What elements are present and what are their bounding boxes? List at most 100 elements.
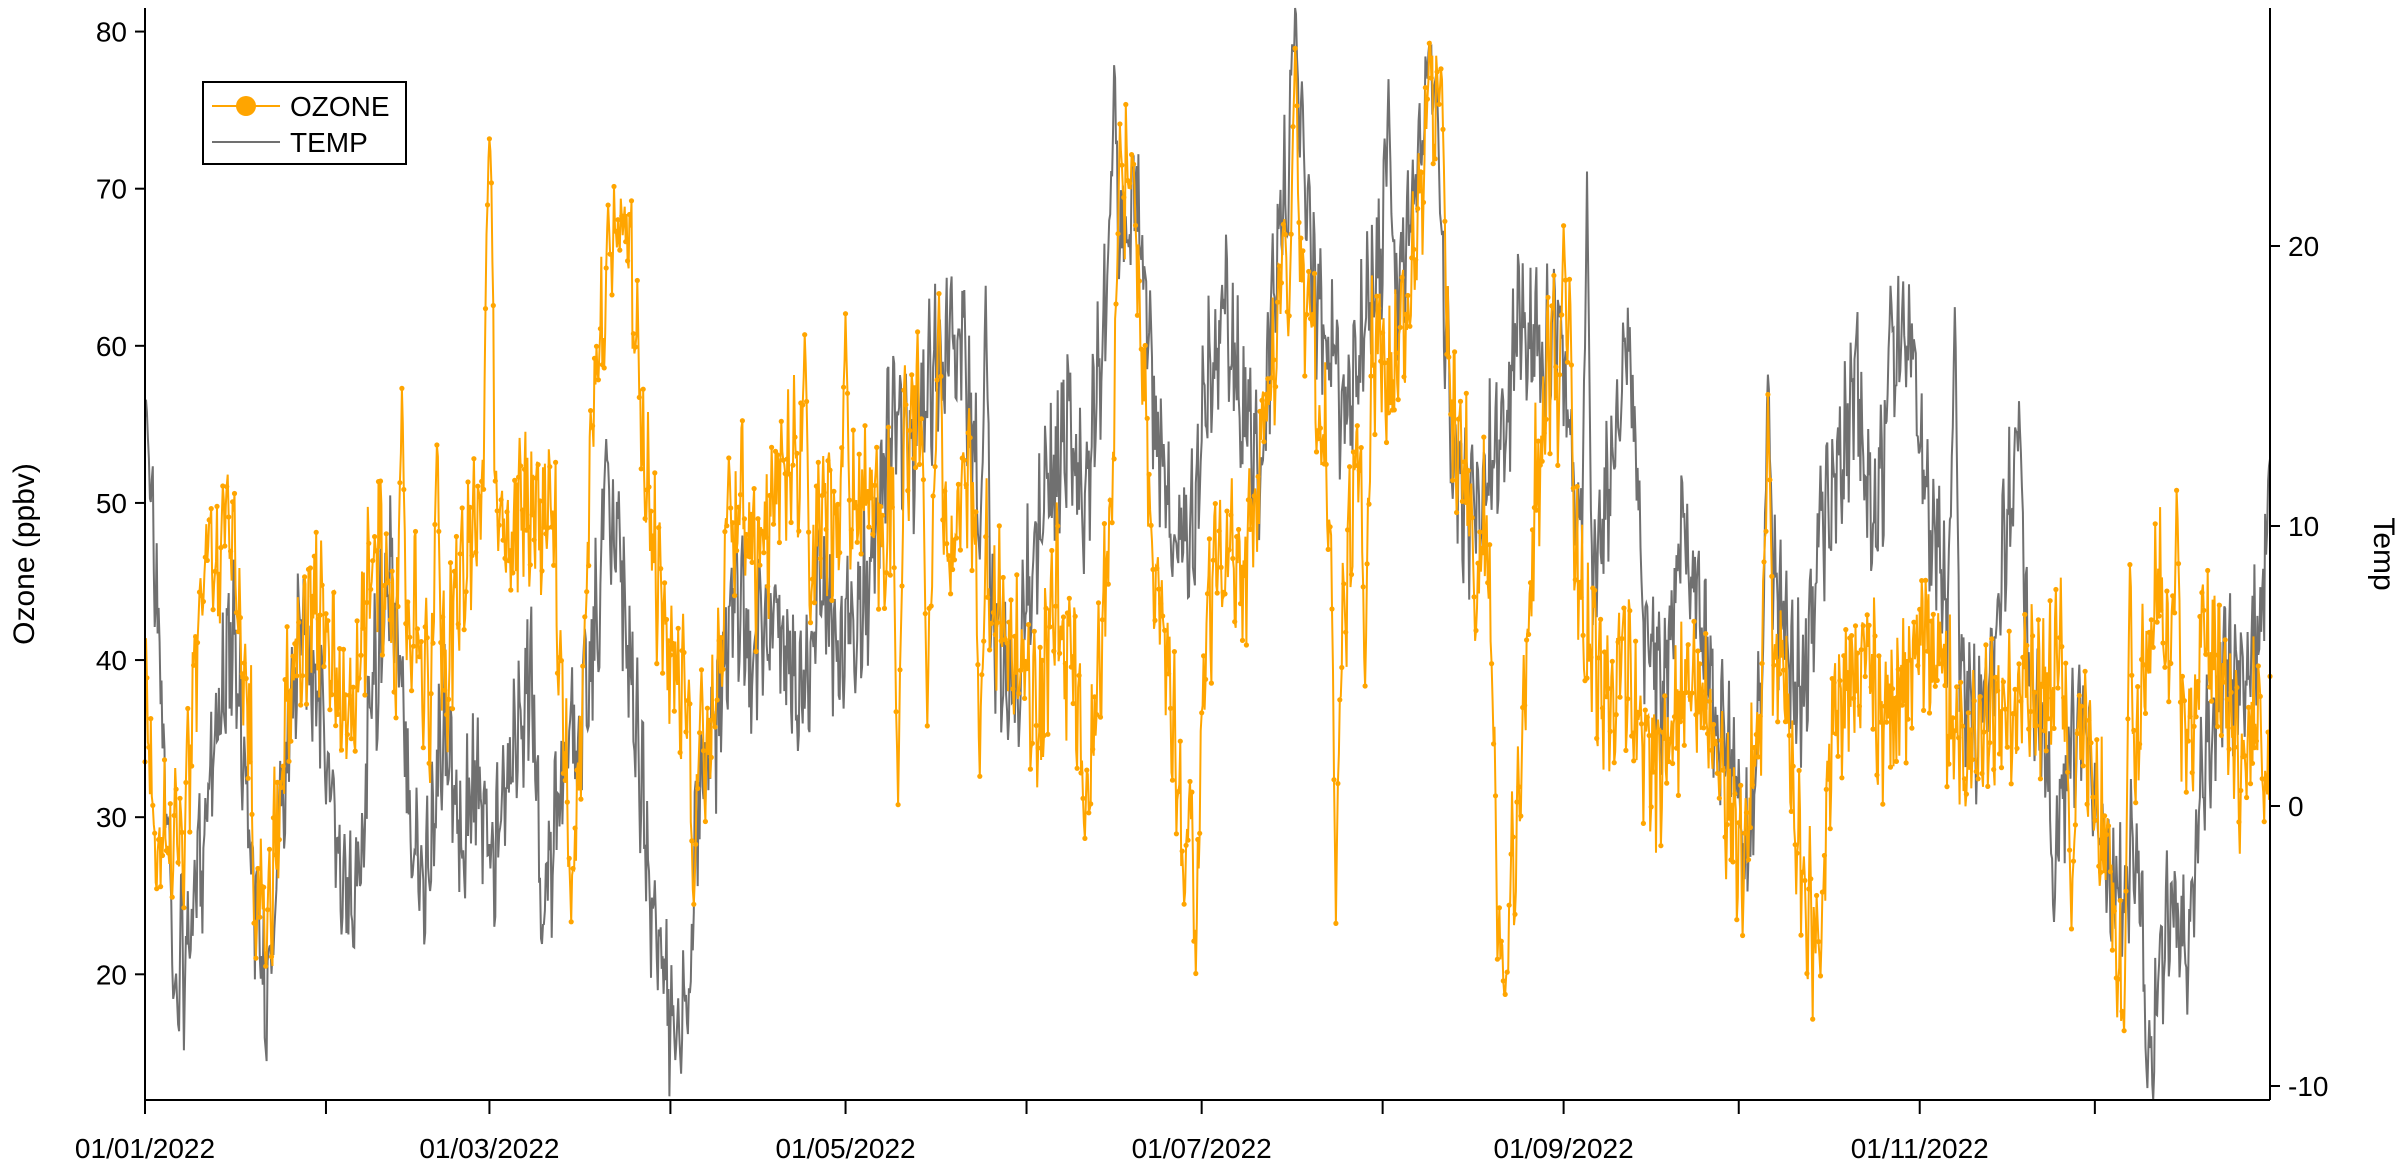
- ozone-data-point: [1306, 268, 1312, 275]
- ozone-data-point: [1123, 101, 1129, 108]
- ozone-data-point: [944, 541, 950, 547]
- ozone-data-point: [1257, 408, 1263, 414]
- ozone-data-point: [714, 697, 720, 703]
- ozone-data-point: [1716, 795, 1722, 801]
- ozone-data-point: [1557, 372, 1563, 378]
- ozone-data-point: [2261, 819, 2267, 825]
- ozone-data-point: [1835, 753, 1841, 759]
- ozone-data-point: [1802, 877, 1808, 884]
- ozone-data-point: [1315, 436, 1321, 442]
- ozone-data-point: [337, 646, 343, 652]
- ozone-data-point: [2004, 744, 2010, 750]
- ozone-data-point: [2010, 711, 2016, 717]
- ozone-data-point: [1440, 126, 1446, 132]
- ozone-data-point: [2014, 745, 2020, 751]
- ozone-data-point: [1753, 731, 1759, 738]
- ozone-data-point: [1057, 650, 1063, 657]
- ozone-data-point: [1656, 727, 1662, 733]
- ozone-data-point: [2067, 847, 2073, 853]
- ozone-data-point: [911, 456, 917, 462]
- ozone-data-point: [1854, 650, 1861, 656]
- ozone-data-point: [1874, 772, 1880, 778]
- ozone-data-point: [2125, 716, 2131, 722]
- ozone-data-point: [868, 495, 874, 501]
- ozone-data-point: [1771, 662, 1777, 668]
- ozone-data-point: [288, 738, 294, 744]
- ozone-data-point: [704, 705, 711, 711]
- ozone-data-point: [1142, 342, 1148, 349]
- ozone-data-point: [412, 528, 419, 535]
- ozone-data-point: [1819, 889, 1825, 895]
- ozone-data-point: [150, 802, 156, 809]
- ozone-data-point: [630, 331, 637, 337]
- ozone-data-point: [700, 748, 707, 754]
- ozone-data-point: [595, 377, 602, 383]
- ozone-data-point: [471, 456, 477, 462]
- ozone-data-point: [2057, 635, 2063, 641]
- ozone-data-point: [994, 620, 1000, 626]
- ozone-data-point: [486, 136, 492, 142]
- ozone-data-point: [2230, 725, 2236, 731]
- ozone-data-point: [1936, 661, 1942, 667]
- ozone-data-point: [981, 638, 987, 644]
- ozone-data-point: [553, 459, 559, 465]
- ozone-data-point: [607, 251, 613, 257]
- ozone-data-point: [1310, 312, 1316, 318]
- ozone-data-point: [753, 648, 759, 655]
- ozone-data-point: [1284, 309, 1290, 315]
- ozone-data-point: [603, 265, 609, 271]
- legend: OZONE TEMP: [202, 81, 407, 165]
- ozone-data-point: [2043, 748, 2049, 754]
- ozone-data-point: [1409, 255, 1415, 261]
- ozone-data-point: [671, 708, 677, 714]
- ozone-data-point: [247, 759, 253, 765]
- ozone-data-point: [1561, 223, 1567, 229]
- ozone-data-point: [1387, 399, 1393, 406]
- ozone-data-point: [1736, 820, 1742, 826]
- ozone-data-point: [2090, 794, 2096, 800]
- ozone-data-point: [1691, 618, 1697, 625]
- ozone-data-point: [391, 689, 397, 695]
- ozone-data-point: [1249, 506, 1255, 512]
- ozone-data-point: [2074, 730, 2080, 737]
- ozone-data-point: [1016, 690, 1022, 697]
- ozone-data-point: [1864, 612, 1870, 618]
- ozone-data-point: [2070, 858, 2077, 864]
- ozone-data-point: [1535, 438, 1541, 444]
- ozone-data-point: [1950, 715, 1956, 721]
- ozone-data-point: [1092, 694, 1098, 700]
- ozone-data-point: [1039, 657, 1045, 664]
- ozone-data-point: [315, 616, 321, 622]
- legend-ozone-swatch-marker: [236, 96, 256, 116]
- ozone-data-point: [2016, 661, 2022, 667]
- ozone-data-point: [1601, 649, 1608, 655]
- ozone-data-point: [2020, 654, 2026, 660]
- ozone-data-point: [757, 562, 763, 568]
- ozone-data-point: [990, 609, 997, 616]
- ozone-data-point: [2137, 741, 2143, 747]
- ozone-data-point: [333, 723, 339, 729]
- ozone-data-point: [1407, 323, 1413, 329]
- ozone-data-point: [702, 818, 709, 825]
- ozone-data-point: [590, 423, 596, 429]
- ozone-data-point: [2158, 607, 2164, 613]
- ozone-data-point: [2084, 801, 2090, 807]
- ozone-data-point: [1796, 767, 1802, 774]
- ozone-data-point: [1331, 777, 1337, 783]
- ozone-data-point: [1027, 766, 1033, 772]
- ozone-data-point: [1450, 477, 1456, 483]
- ozone-data-point: [726, 455, 732, 461]
- ozone-data-point: [1703, 631, 1709, 637]
- ozone-data-point: [1790, 763, 1796, 769]
- ozone-data-point: [455, 621, 461, 627]
- ozone-data-point: [1329, 606, 1335, 612]
- ozone-data-point: [2096, 863, 2102, 869]
- ozone-data-point: [1197, 830, 1203, 836]
- ozone-data-point: [335, 711, 341, 718]
- ozone-data-point: [1862, 673, 1868, 680]
- ozone-data-point: [167, 801, 173, 807]
- ozone-data-point: [1833, 731, 1839, 737]
- ozone-data-point: [1911, 619, 1917, 625]
- ozone-data-point: [628, 198, 635, 204]
- ozone-data-point: [1670, 760, 1676, 767]
